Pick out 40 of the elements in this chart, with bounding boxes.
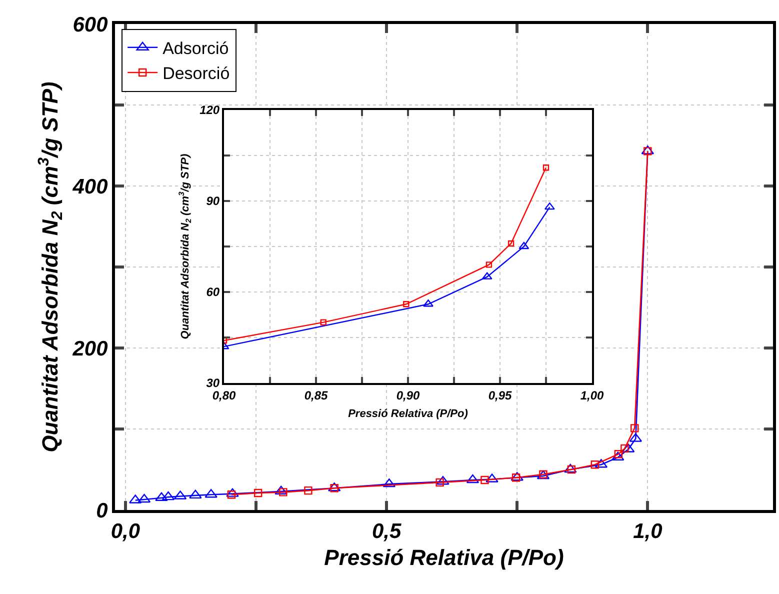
point <box>480 476 489 484</box>
point <box>542 164 550 171</box>
x-tick-label: 0,95 <box>488 388 512 402</box>
x-tick-label: 0,80 <box>212 388 236 402</box>
point <box>189 490 202 499</box>
point <box>382 478 396 488</box>
x-tick-label: 0,90 <box>396 388 420 402</box>
y-tick-label: 0 <box>96 499 108 522</box>
point <box>518 242 530 250</box>
y-tick-label: 30 <box>206 376 220 390</box>
y-tick-label: 400 <box>72 175 108 198</box>
point <box>544 202 555 210</box>
point <box>254 488 262 498</box>
point <box>423 300 434 307</box>
point <box>486 262 492 268</box>
legend-label: Adsorció <box>162 39 229 58</box>
y-tick-label: 600 <box>72 13 108 36</box>
x-tick-label: 1,00 <box>580 388 604 402</box>
x-axis-title: Pressió Relativa (P/Po) <box>324 545 564 570</box>
y-tick-label: 90 <box>206 194 220 208</box>
point <box>508 240 514 247</box>
legend-label: Desorció <box>162 64 230 84</box>
x-tick-label: 0,85 <box>304 388 328 402</box>
y-tick-label: 200 <box>72 337 108 360</box>
point <box>564 464 577 473</box>
x-tick-label: 0,0 <box>110 520 140 544</box>
point <box>138 494 151 503</box>
y-tick-label: 120 <box>200 103 220 118</box>
x-tick-label: 0,5 <box>372 520 402 544</box>
point <box>320 319 326 326</box>
point <box>536 470 550 480</box>
point <box>162 491 175 500</box>
x-axis-title: Pressió Relativa (P/Po) <box>348 408 468 420</box>
point <box>590 460 600 469</box>
point <box>466 474 480 484</box>
point <box>630 424 639 432</box>
point <box>403 301 410 308</box>
y-tick-label: 60 <box>206 285 220 300</box>
x-tick-label: 1,0 <box>633 520 663 544</box>
point <box>304 486 312 495</box>
